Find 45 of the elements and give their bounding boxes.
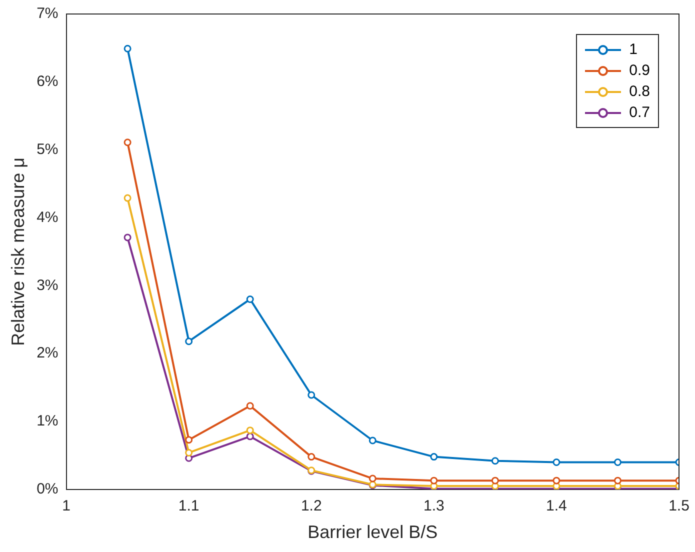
point	[185, 448, 193, 456]
y-tick-label: 1%	[36, 412, 58, 430]
x-axis-title: Barrier level B/S	[308, 522, 438, 542]
point	[614, 476, 622, 484]
point	[124, 194, 132, 202]
point	[308, 453, 316, 461]
point	[491, 482, 499, 490]
y-axis-title: Relative risk measure μ	[8, 157, 28, 346]
point	[185, 436, 193, 444]
y-tick-label: 4%	[36, 208, 58, 226]
point	[308, 391, 316, 399]
x-tick-label: 1	[62, 498, 70, 515]
point	[552, 476, 560, 484]
y-tick-label: 6%	[36, 73, 58, 90]
y-tick-label: 0%	[36, 480, 58, 498]
y-tick-label: 7%	[36, 5, 58, 22]
x-tick-label: 1.4	[546, 498, 567, 515]
point	[246, 426, 254, 434]
point	[246, 402, 254, 410]
y-tick-label: 3%	[36, 276, 58, 294]
point	[124, 138, 132, 146]
point	[491, 457, 499, 465]
point	[614, 458, 622, 466]
point	[430, 453, 438, 461]
x-tick-label: 1.2	[300, 498, 322, 515]
point	[368, 474, 376, 482]
x-tick-label: 1.3	[423, 498, 444, 515]
legend-label: 0.9	[629, 62, 650, 79]
y-tick-label: 2%	[36, 344, 58, 362]
point	[368, 436, 376, 444]
point	[491, 476, 499, 484]
point	[552, 458, 560, 466]
point	[246, 432, 254, 440]
point	[185, 338, 193, 346]
legend-label: 0.7	[629, 104, 650, 121]
point	[614, 482, 622, 490]
point	[124, 234, 132, 242]
point	[124, 44, 132, 52]
y-tick-label: 5%	[36, 140, 58, 158]
x-tick-label: 1.1	[178, 498, 200, 515]
legend-label: 0.8	[629, 83, 650, 100]
point	[246, 295, 254, 303]
x-tick-label: 1.5	[668, 498, 690, 515]
point	[430, 476, 438, 484]
legend-label: 1	[629, 41, 638, 58]
